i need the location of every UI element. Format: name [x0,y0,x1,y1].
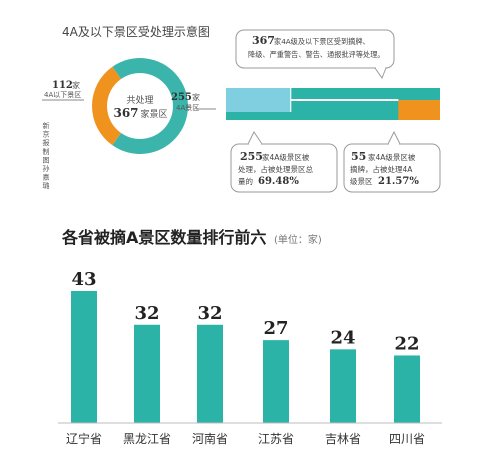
donut-center-unit: 家景区 [140,108,167,120]
credit-char: 孙 [43,164,50,173]
bar-category-label: 吉林省 [325,432,361,446]
donut-chart [92,58,188,155]
bar-chart: 43 辽宁省 32 黑龙江省 32 河南省 27 江苏省 24 吉林省 22 四川省 [66,269,425,446]
credit-char: 新 [43,121,50,130]
bar-chart-unit: (单位：家) [274,233,322,246]
donut-slice-1 [92,66,122,146]
strip-background [226,88,291,112]
bar-1 [71,291,97,423]
callout-right-count: 55 [351,150,366,163]
bar-value-label: 32 [134,303,159,324]
callout-right-pct: 21.57% [378,176,419,187]
bar-5 [330,349,356,423]
bar-category-label: 辽宁省 [66,431,102,446]
donut-slice-2 [112,58,188,155]
callout-left-line2: 处理，占被处理景区总 [238,164,313,174]
callout-left-line3: 量的 [238,176,253,186]
callout-right-line3: 级景区 [350,176,373,186]
callout-left-pct: 69.48% [258,176,299,187]
left-count: 112 [52,80,73,91]
bar-4 [263,340,289,423]
bar-value-label: 24 [330,327,355,348]
callout-right-line2: 摘牌，占被处理4A [350,164,413,174]
callout-right: 55 家4A级景区被 摘牌，占被处理4A 级景区 21.57% [343,130,441,193]
credit-char: 制 [43,147,50,156]
bar-chart-title: 各省被摘A景区数量排行前六 [61,228,266,247]
credit-char: 嘉 [43,173,50,182]
credit-char: 璐 [43,181,50,190]
strip-delisted [398,100,440,120]
bar-category-label: 江苏省 [258,432,294,446]
right-count: 255 [171,92,192,103]
bar-category-label: 四川省 [389,432,425,446]
callout-top-line2: 降级、严重警告、警告、通报批评等处理。 [248,50,385,59]
bar-3 [197,324,223,423]
bar-value-label: 43 [71,269,96,290]
bar-value-label: 32 [197,303,222,324]
bar-value-label: 27 [263,318,288,339]
callout-top: 367 家4A级及以下景区受到摘牌、 降级、严重警告、警告、通报批评等处理。 [235,29,395,80]
donut-title: 4A及以下景区受处理示意图 [62,24,210,39]
callout-left: 255 家4A级景区被 处理，占被处理景区总 量的 69.48% [230,131,338,193]
donut-center-line1: 共处理 [126,94,153,106]
callout-right-line1: 家4A级景区被 [368,152,416,162]
bar-6 [394,355,420,423]
credit-char: 报 [43,138,50,147]
bar-2 [134,324,160,423]
bar-category-label: 黑龙江省 [123,432,171,446]
bar-value-label: 22 [394,333,419,354]
left-unit: 家 [72,80,80,90]
credit-char: 图 [43,156,50,164]
bar-strip [226,88,440,120]
bar-category-label: 河南省 [192,431,228,446]
callout-top-line1: 家4A级及以下景区受到摘牌、 [274,37,370,46]
donut-center-count: 367 [113,106,138,120]
callout-left-count: 255 [240,150,263,163]
right-unit: 家 [192,92,200,102]
callout-left-line1: 家4A级景区被 [262,152,310,162]
left-sub: 4A以下景区 [44,91,81,99]
callout-top-count: 367 [252,34,275,47]
credit-char: 京 [43,130,50,139]
right-sub: 4A景区 [176,104,199,112]
